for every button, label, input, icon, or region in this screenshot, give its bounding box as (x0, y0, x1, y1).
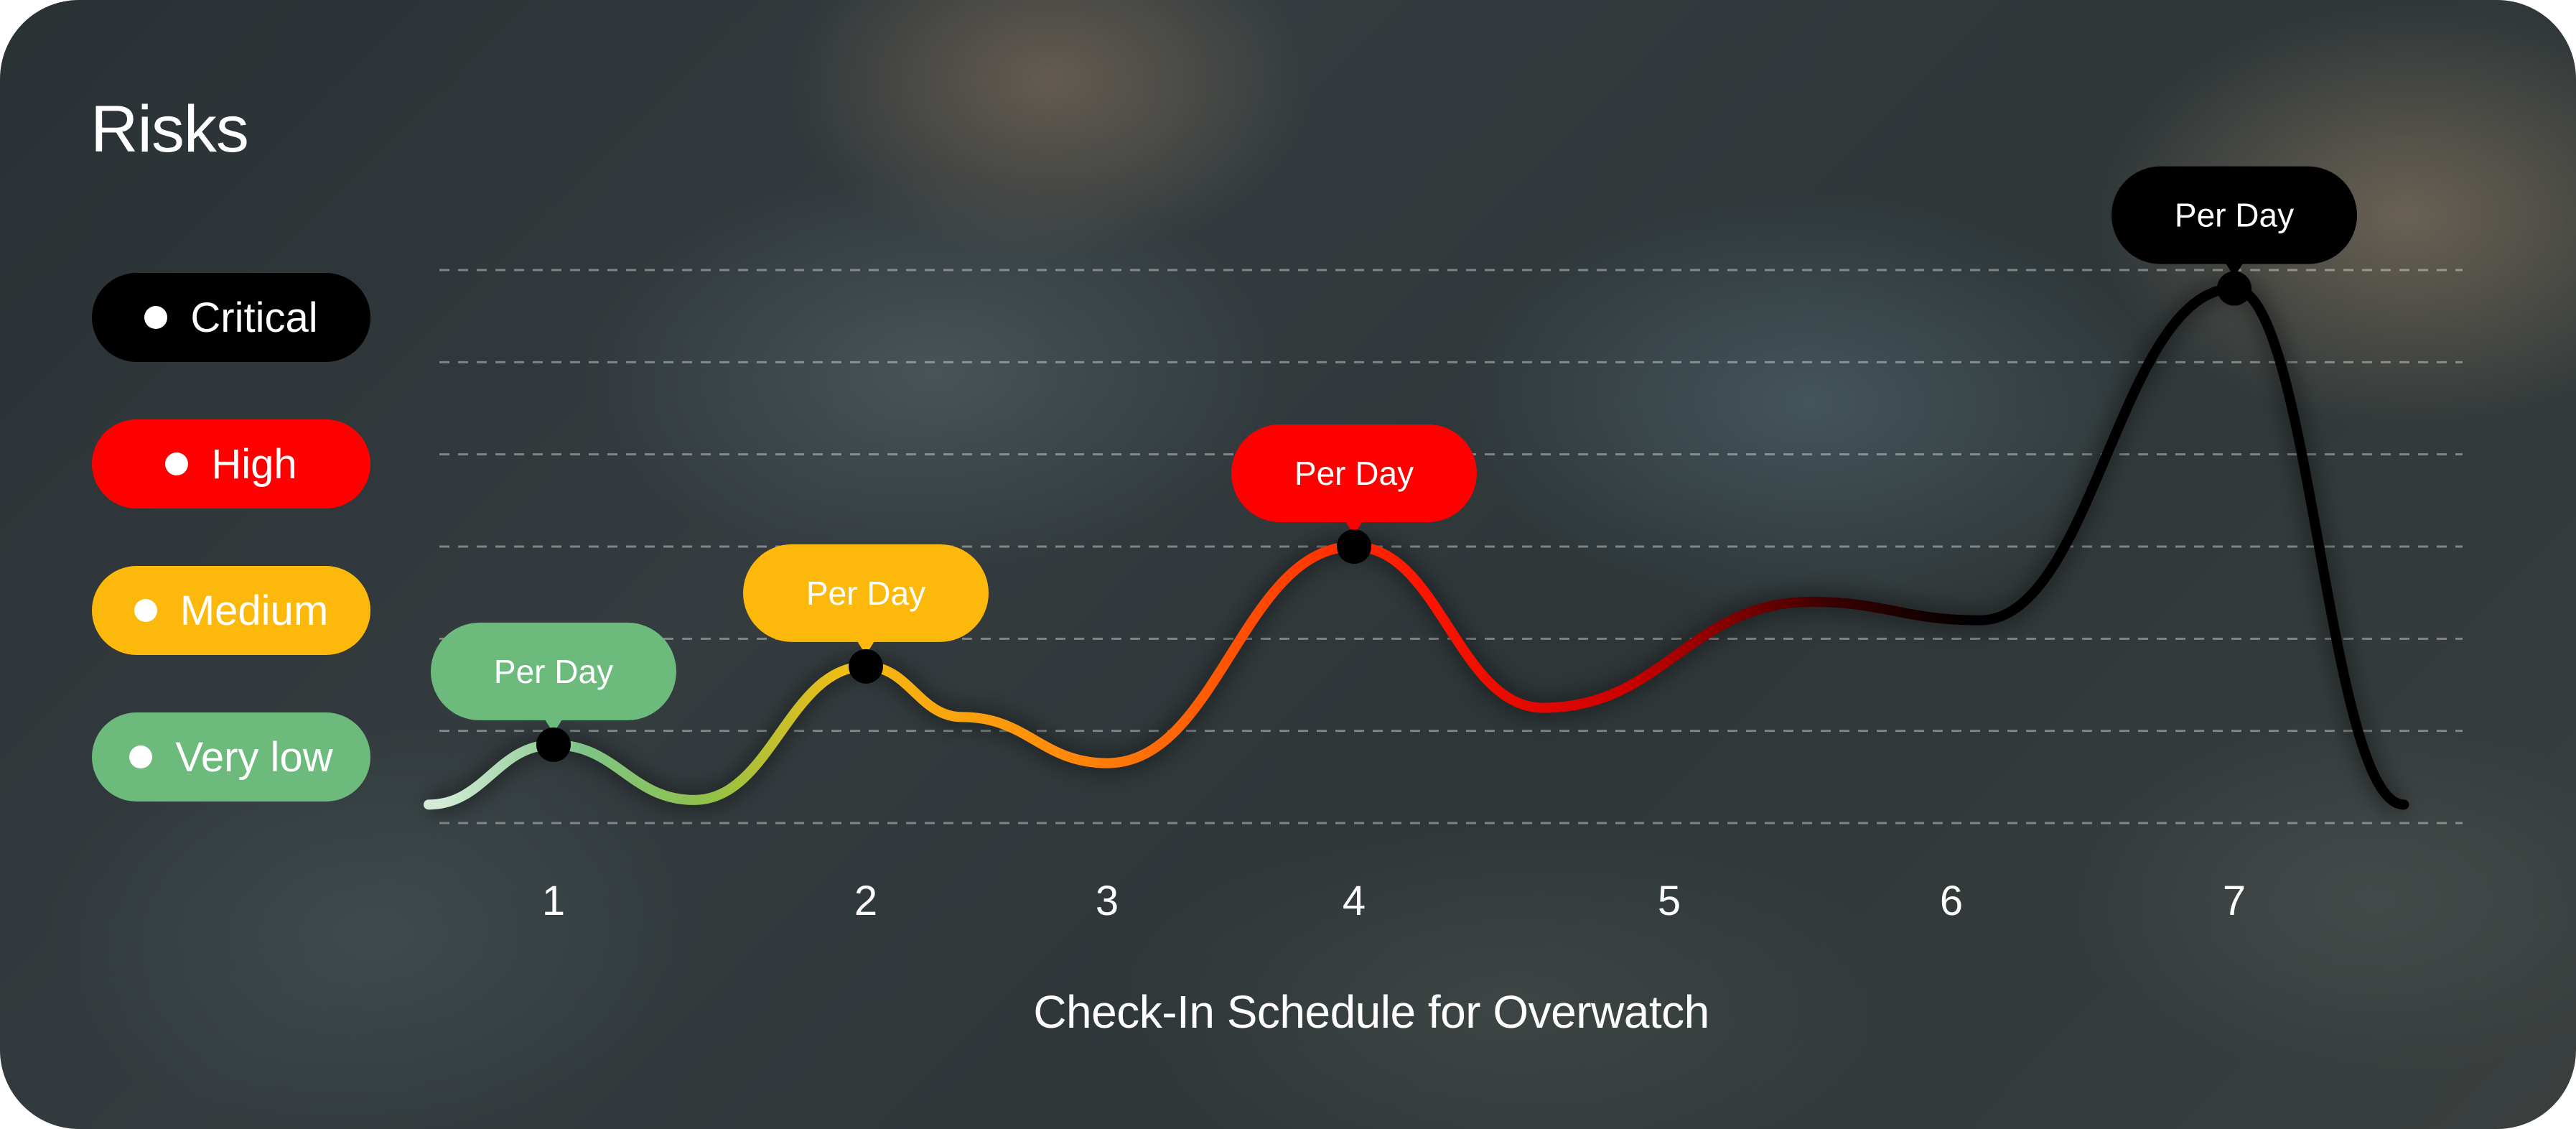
x-tick-label: 6 (1940, 878, 1963, 924)
x-axis-ticks: 1 2 3 4 5 6 7 (542, 878, 2246, 924)
marker-point (2217, 271, 2251, 306)
marker-label: Per Day (2175, 197, 2294, 234)
legend-dot-icon (129, 745, 153, 768)
legend-item-high[interactable]: High (92, 419, 370, 508)
marker-label: Per Day (1294, 455, 1414, 492)
marker-bubble-pointer (545, 719, 562, 733)
marker-bubble-pointer (857, 641, 874, 655)
marker-very-low[interactable]: Per Day (431, 622, 676, 762)
legend-label: Very low (175, 733, 333, 781)
legend-item-critical[interactable]: Critical (92, 273, 370, 362)
series-line (424, 277, 2409, 816)
marker-bubble (431, 622, 676, 720)
x-tick-label: 1 (542, 878, 565, 924)
x-tick-label: 5 (1658, 878, 1681, 924)
marker-label: Per Day (806, 575, 925, 612)
marker-critical[interactable]: Per Day (2111, 166, 2357, 306)
legend-label: High (211, 440, 297, 488)
marker-bubble (1231, 424, 1477, 522)
legend-dot-icon (165, 452, 189, 475)
data-markers: Per Day Per Day Per Day Per Day (431, 166, 2357, 762)
marker-label: Per Day (494, 653, 613, 690)
marker-bubble-pointer (2226, 263, 2243, 277)
legend-item-medium[interactable]: Medium (92, 566, 370, 655)
x-axis-label: Check-In Schedule for Overwatch (1033, 986, 1709, 1038)
chart-title: Risks (90, 93, 249, 166)
marker-bubble-pointer (1345, 521, 1363, 535)
marker-high[interactable]: Per Day (1231, 424, 1477, 564)
marker-point (536, 727, 571, 762)
legend-label: Medium (179, 587, 329, 634)
marker-medium[interactable]: Per Day (743, 544, 989, 684)
series-line-path (424, 283, 2409, 810)
marker-bubble (743, 544, 989, 642)
x-tick-label: 3 (1096, 878, 1119, 924)
x-tick-label: 7 (2223, 878, 2246, 924)
x-tick-label: 4 (1343, 878, 1366, 924)
legend-item-very-low[interactable]: Very low (92, 712, 370, 802)
x-tick-label: 2 (854, 878, 877, 924)
marker-point (1337, 529, 1371, 564)
legend-dot-icon (134, 599, 157, 622)
marker-bubble (2111, 166, 2357, 264)
legend-dot-icon (144, 306, 168, 329)
legend-label: Critical (190, 294, 318, 341)
marker-point (849, 649, 883, 684)
